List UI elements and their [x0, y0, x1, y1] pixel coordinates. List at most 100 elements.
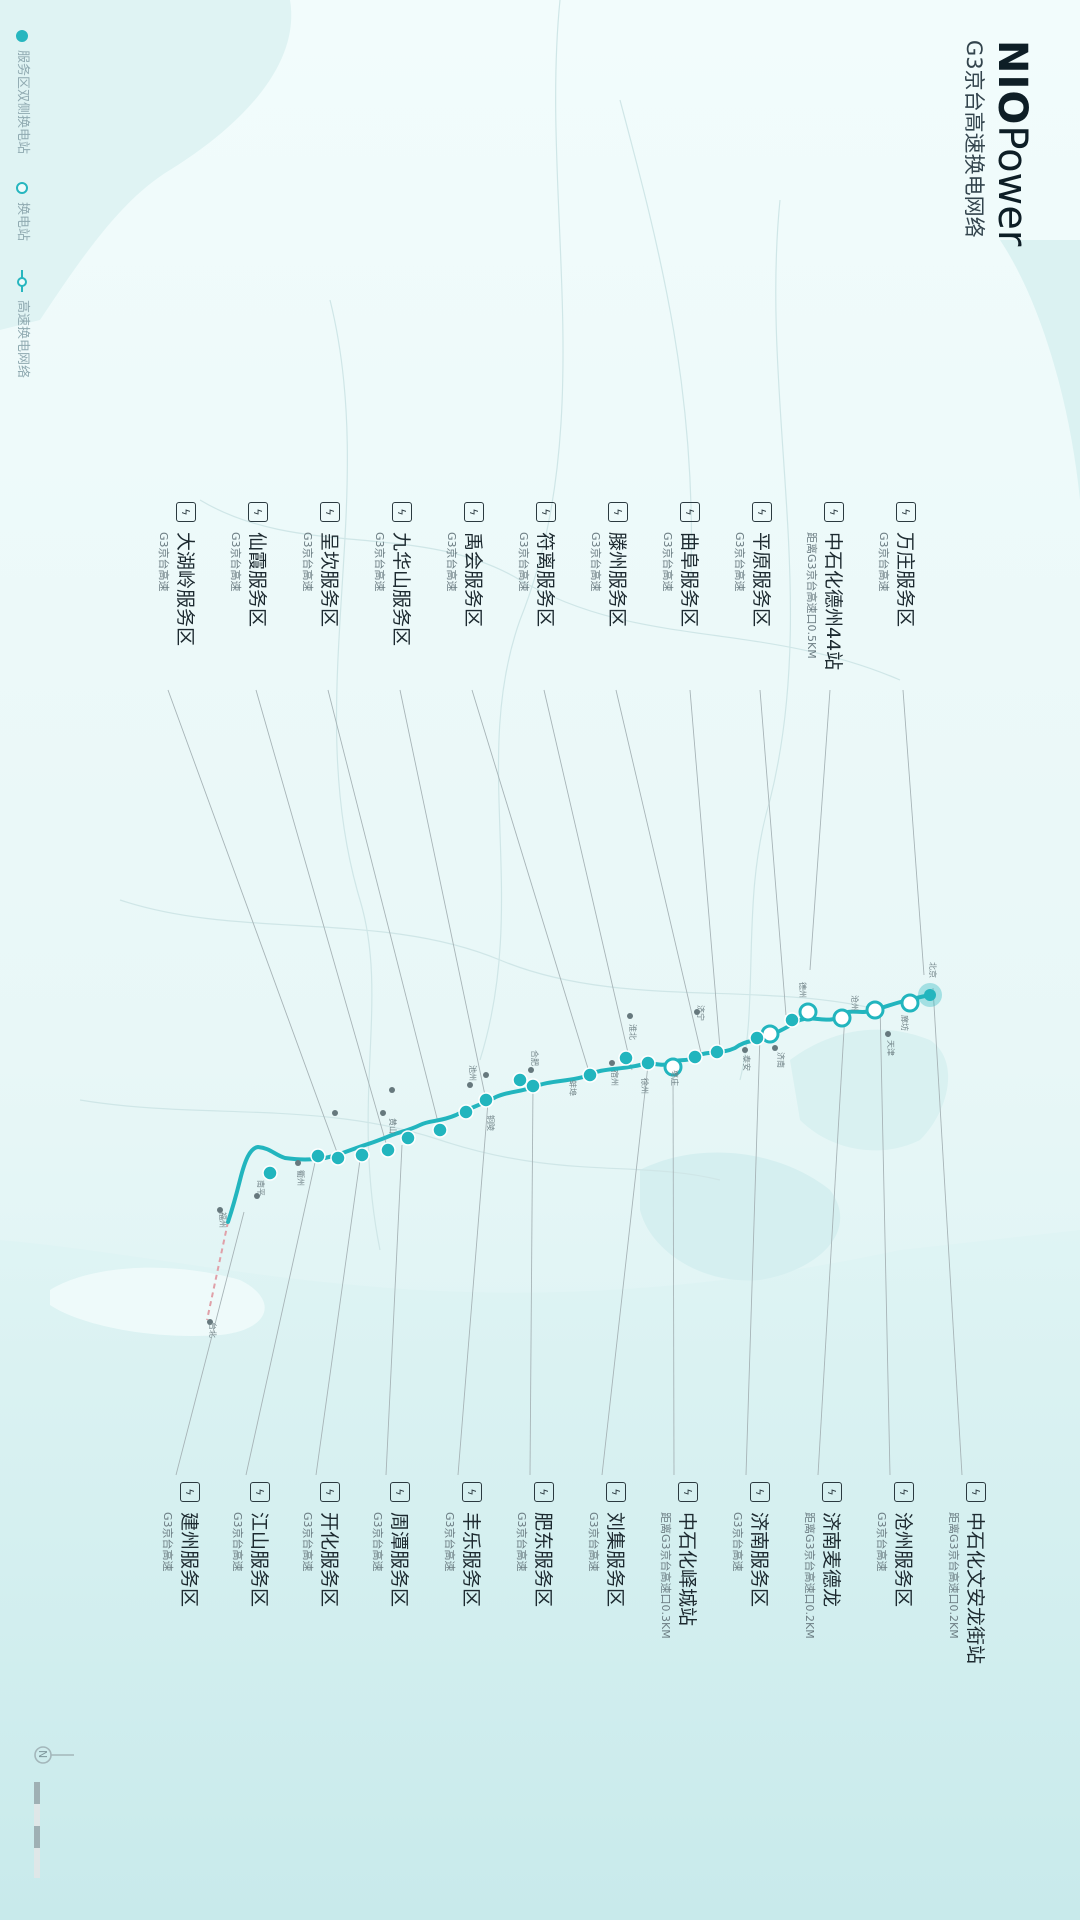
station-dual	[749, 1030, 765, 1046]
station-ring	[900, 993, 920, 1013]
station-label: ϟ 万庄服务区 G3京台高速	[876, 502, 916, 627]
city-dot	[885, 1031, 891, 1037]
city-dot	[609, 1060, 615, 1066]
battery-swap-icon: ϟ	[678, 1482, 698, 1502]
battery-swap-icon: ϟ	[822, 1482, 842, 1502]
leader-lines-bottom	[175, 987, 963, 1476]
battery-swap-icon: ϟ	[750, 1482, 770, 1502]
station-dual	[687, 1049, 703, 1065]
station-label: ϟ 沧州服务区 G3京台高速	[874, 1482, 914, 1607]
station-dual	[618, 1050, 634, 1066]
legend-label: 换电站	[15, 202, 30, 242]
station-ring	[663, 1057, 683, 1077]
station-name: 九华山服务区	[390, 532, 412, 647]
sea-left-top	[0, 0, 292, 330]
compass-icon	[34, 1746, 74, 1764]
city-dot	[694, 1009, 700, 1015]
station-name: 丰乐服务区	[460, 1512, 482, 1608]
station-sub: G3京台高速	[157, 532, 170, 592]
station-dual	[458, 1104, 474, 1120]
page-subtitle: G3京台高速换电网络	[962, 40, 986, 238]
battery-swap-icon: ϟ	[824, 502, 844, 522]
station-dual	[525, 1078, 541, 1094]
station-label: ϟ 建州服务区 G3京台高速	[160, 1482, 200, 1607]
city-dot	[467, 1082, 473, 1088]
legend-item-network: 高速换电网络	[15, 270, 34, 378]
station-sub: G3京台高速	[301, 1512, 314, 1572]
bohai-sea	[790, 1029, 949, 1151]
legend-item-station: 换电站	[15, 182, 34, 241]
station-label: ϟ 大湖岭服务区 G3京台高速	[156, 502, 196, 646]
compass-label: N	[36, 1750, 49, 1759]
station-dual	[582, 1067, 598, 1083]
city-dot	[217, 1207, 223, 1213]
taiwan-link-line	[206, 1221, 229, 1321]
japan-sea	[1000, 240, 1080, 500]
station-name: 刘集服务区	[604, 1512, 626, 1608]
station-label: ϟ 济南麦德龙 距离G3京台高速口0.2KM	[802, 1482, 842, 1639]
station-label: ϟ 曲阜服务区 G3京台高速	[660, 502, 700, 627]
station-dual	[512, 1072, 528, 1088]
sea-bottom	[0, 1230, 1080, 1920]
city-dot	[528, 1067, 534, 1073]
city-label: 黄山	[388, 1118, 397, 1134]
station-sub: 距离G3京台高速口0.2KM	[803, 1512, 816, 1639]
station-name: 中石化文安龙街站	[964, 1512, 986, 1665]
battery-swap-icon: ϟ	[894, 1482, 914, 1502]
city-label: 泰安	[742, 1055, 751, 1071]
station-name: 仙霞服务区	[246, 532, 268, 628]
station-label: ϟ 中石化峄城站 距离G3京台高速口0.3KM	[658, 1482, 698, 1639]
station-name: 中石化德州44站	[822, 532, 844, 671]
city-label: 南平	[256, 1180, 265, 1196]
station-dual	[400, 1130, 416, 1146]
station-name: 禹会服务区	[462, 532, 484, 628]
station-sub: G3京台高速	[517, 532, 530, 592]
station-name: 济南麦德龙	[820, 1512, 842, 1608]
station-label: ϟ 肥东服务区 G3京台高速	[514, 1482, 554, 1607]
station-name: 江山服务区	[248, 1512, 270, 1608]
city-label: 宿州	[610, 1070, 619, 1086]
station-label: ϟ 开化服务区 G3京台高速	[300, 1482, 340, 1607]
station-ring	[798, 1002, 818, 1022]
station-ring	[865, 1000, 885, 1020]
station-sub: G3京台高速	[161, 1512, 174, 1572]
station-sub: G3京台高速	[877, 532, 890, 592]
station-dual	[478, 1092, 494, 1108]
station-label: ϟ 周潭服务区 G3京台高速	[370, 1482, 410, 1607]
station-sub: 距离G3京台高速口0.5KM	[805, 532, 818, 659]
city-label: 沧州	[850, 995, 859, 1011]
battery-swap-icon: ϟ	[250, 1482, 270, 1502]
station-sub: G3京台高速	[443, 1512, 456, 1572]
station-name: 万庄服务区	[894, 532, 916, 628]
city-label: 铜陵	[486, 1115, 495, 1131]
battery-swap-icon: ϟ	[176, 502, 196, 522]
battery-swap-icon: ϟ	[320, 1482, 340, 1502]
station-dual	[310, 1148, 326, 1164]
island	[50, 1267, 265, 1336]
station-label: ϟ 刘集服务区 G3京台高速	[586, 1482, 626, 1607]
battery-swap-icon: ϟ	[606, 1482, 626, 1502]
scale-bar-icon	[34, 1782, 40, 1878]
province-borders	[79, 0, 901, 1251]
station-sub: G3京台高速	[731, 1512, 744, 1572]
station-name: 大湖岭服务区	[174, 532, 196, 647]
brand-light: Power	[989, 125, 1035, 247]
battery-swap-icon: ϟ	[534, 1482, 554, 1502]
station-dual	[380, 1142, 396, 1158]
battery-swap-icon: ϟ	[180, 1482, 200, 1502]
station-name: 曲阜服务区	[678, 532, 700, 628]
station-name: 肥东服务区	[532, 1512, 554, 1608]
station-name: 济南服务区	[748, 1512, 770, 1608]
station-label: ϟ 中石化德州44站 距离G3京台高速口0.5KM	[804, 502, 844, 670]
station-sub: G3京台高速	[229, 532, 242, 592]
station-label: ϟ 仙霞服务区 G3京台高速	[228, 502, 268, 627]
ring-dot-icon	[16, 182, 29, 194]
station-label: ϟ 符离服务区 G3京台高速	[516, 502, 556, 627]
battery-swap-icon: ϟ	[896, 502, 916, 522]
city-dot	[207, 1319, 213, 1325]
station-dual	[784, 1012, 800, 1028]
station-markers	[262, 983, 942, 1181]
city-label: 枣庄	[670, 1070, 679, 1086]
station-sub: G3京台高速	[733, 532, 746, 592]
